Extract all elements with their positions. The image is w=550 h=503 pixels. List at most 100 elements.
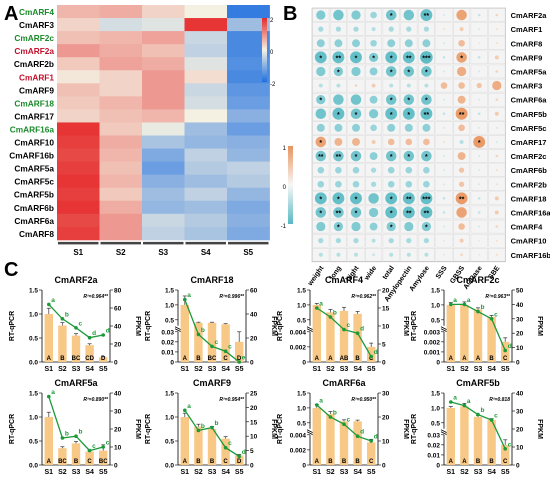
qpcr-bar	[85, 451, 94, 465]
correlation-bubble	[333, 221, 344, 232]
y2-tick-label: 80	[114, 288, 122, 295]
bar-chart-cmarf5a: 0.0 0.5 1.0 1.5 0 10 20 30 40 A S1 BC S2 B S3 C S4 BC S5 a b…	[9, 378, 141, 476]
y2-tick-label: 60	[250, 288, 258, 295]
correlation-bubble	[495, 42, 498, 45]
fpkm-point	[183, 408, 187, 413]
correlation-bubble	[316, 95, 326, 105]
y2-tick-label: 30	[382, 391, 390, 398]
correlation-bubble	[333, 207, 344, 218]
x-tick-label: S2	[460, 469, 469, 476]
significance-letter-lower: c	[228, 440, 232, 447]
significance-star: **	[406, 55, 412, 62]
significance-letter-lower: a	[51, 389, 55, 396]
axis-break-mark	[306, 326, 314, 331]
correlation-bubble	[369, 95, 378, 104]
r-squared-label: R²=0.818	[489, 397, 510, 403]
correlation-bubble	[443, 239, 445, 242]
bar-chart-cmarf9: 0.0 0.5 1.0 1.5 0 5 10 15 20 25 A S1 B S2 B S3 C S4 D S5 a b b…	[145, 378, 277, 476]
significance-letter-upper: B	[210, 459, 215, 465]
axis-break-mark	[174, 328, 182, 333]
correlation-bubble	[459, 27, 464, 32]
y-tick-label: 1.0	[29, 415, 38, 422]
axis-break-mark	[306, 429, 314, 434]
qpcr-bar	[353, 313, 362, 362]
correlation-bubble	[421, 66, 432, 77]
significance-star: *	[390, 196, 393, 203]
heatmap-cell	[227, 57, 270, 71]
y-tick-label: 0.5	[431, 420, 440, 427]
heatmap-cell	[142, 148, 185, 162]
significance-letter-upper: B	[196, 459, 201, 465]
bubble-row-label: CmARF3	[511, 82, 543, 91]
heatmap-cell	[227, 200, 270, 215]
heatmap-row-label: CmARF4	[19, 7, 54, 17]
qpcr-bar	[487, 419, 496, 465]
correlation-bubble	[404, 123, 413, 132]
y2-axis-label: FPKM	[134, 316, 141, 336]
r-squared-label: R²=0.890**	[83, 397, 109, 403]
correlation-bubble	[422, 123, 431, 132]
chart-title: CmARF18	[190, 275, 233, 285]
qpcr-bar	[446, 407, 456, 465]
x-tick-label: S1	[313, 469, 322, 476]
heatmap-cell	[57, 5, 100, 19]
y2-tick-label: 5	[382, 342, 386, 349]
qpcr-bar	[207, 429, 217, 465]
correlation-bubble	[316, 10, 326, 20]
heatmap-cell	[57, 161, 100, 176]
y-tick-label: 1.5	[297, 288, 306, 295]
qpcr-bar	[71, 335, 81, 362]
significance-star: *	[460, 55, 463, 62]
significance-star: *	[390, 154, 393, 161]
heatmap-cell	[142, 213, 185, 228]
qpcr-bar	[234, 455, 244, 465]
qpcr-bar	[98, 450, 108, 465]
axis-break-mark	[440, 429, 448, 434]
bubble-row-label: CmARF4	[511, 223, 543, 232]
significance-letter-upper: A	[315, 459, 320, 465]
heatmap-cell	[99, 57, 143, 71]
heatmap-cell	[57, 135, 100, 149]
heatmap-cell	[184, 187, 228, 202]
significance-star: *	[407, 154, 410, 161]
heatmap-cell	[184, 31, 228, 45]
heatmap-cell	[227, 5, 270, 19]
fpkm-point	[87, 335, 92, 340]
bubble-row-label: CmARF2b	[511, 180, 548, 189]
correlation-bubble	[385, 150, 397, 162]
significance-letter-upper: B	[342, 459, 347, 465]
correlation-bubble	[460, 253, 463, 257]
correlation-bubble	[316, 123, 325, 132]
correlation-bubble	[443, 70, 445, 73]
correlation-bubble	[385, 51, 398, 64]
correlation-bubble	[387, 180, 395, 188]
significance-letter-upper: B	[355, 459, 360, 465]
y-tick-label: 1.5	[297, 391, 306, 398]
significance-letter-upper: A	[47, 459, 52, 465]
correlation-bubble	[403, 94, 415, 105]
x-tick-label: S3	[208, 366, 217, 373]
correlation-bubble	[420, 9, 433, 21]
x-tick-label: S3	[474, 469, 483, 476]
correlation-bubble	[352, 137, 360, 146]
bubble-row-label: CmARF2a	[511, 11, 548, 20]
correlation-bubble	[315, 150, 327, 162]
significance-star: *	[407, 98, 410, 105]
correlation-bubble	[478, 239, 481, 242]
x-tick-label: S3	[208, 469, 217, 476]
significance-letter-lower: b	[201, 327, 205, 334]
heatmap-cell	[57, 187, 100, 202]
correlation-bubble	[492, 80, 502, 91]
y2-tick-label: 20	[516, 427, 524, 434]
y-tick-label: 1.0	[431, 405, 440, 412]
heatmap-cell	[99, 18, 143, 32]
significance-star: *	[425, 154, 428, 161]
correlation-bubble	[315, 136, 327, 148]
significance-star: **	[424, 13, 430, 20]
chart-title: CmARF2a	[54, 275, 98, 285]
y2-tick-label: 0	[250, 360, 254, 367]
qpcr-bar	[221, 438, 230, 465]
fpkm-point	[449, 400, 453, 404]
bubble-row-label: CmARF10	[511, 237, 547, 246]
x-tick-label: S3	[72, 469, 81, 476]
